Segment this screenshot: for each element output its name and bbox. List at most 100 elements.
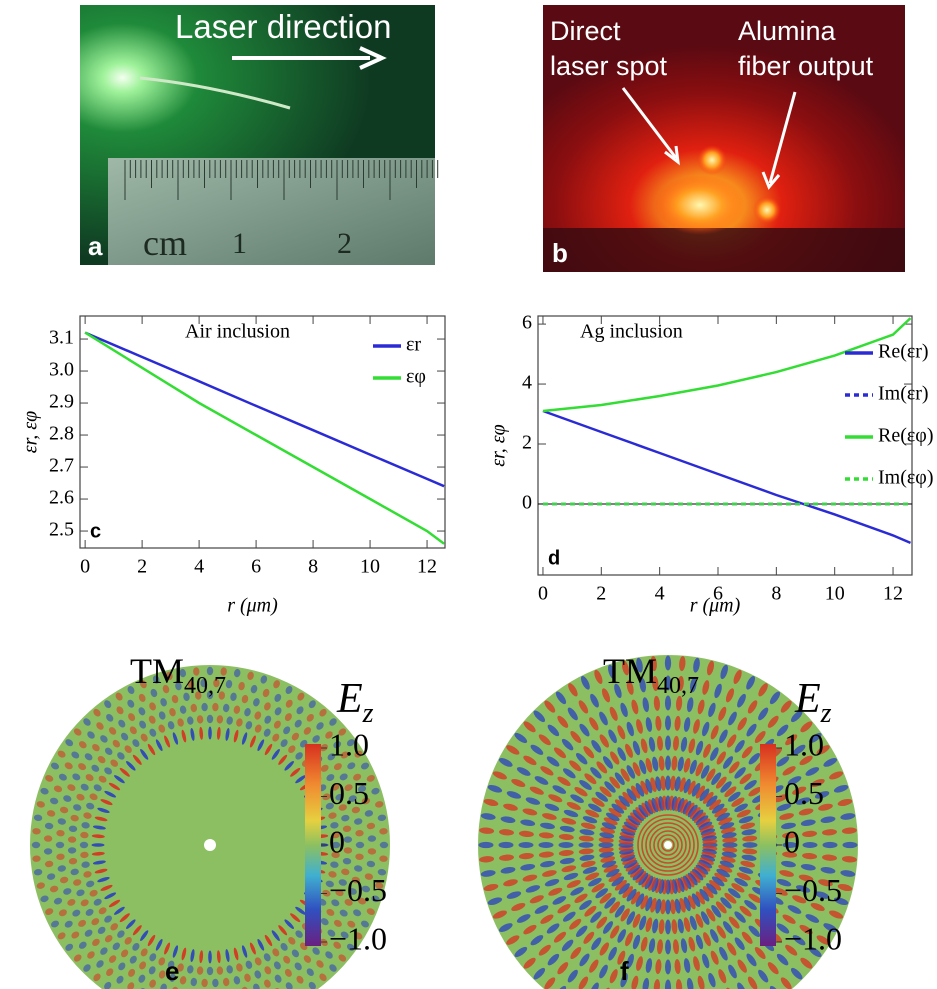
field-pattern: [746, 723, 757, 737]
field-pattern: [353, 773, 362, 781]
field-pattern: [640, 895, 649, 910]
field-pattern: [104, 747, 113, 755]
field-pattern: [247, 671, 254, 680]
field-pattern: [639, 759, 647, 775]
colorbar-label-sub: z: [820, 698, 832, 729]
field-pattern: [610, 925, 620, 939]
field-pattern: [92, 860, 106, 865]
field-pattern: [561, 939, 574, 952]
field-pattern: [608, 729, 617, 744]
field-pattern: [700, 828, 716, 836]
field-pattern: [366, 775, 375, 782]
field-pattern: [714, 807, 728, 818]
field-pattern: [80, 851, 89, 859]
field-pattern: [611, 803, 625, 814]
field-pattern: [487, 897, 503, 905]
field-pattern: [544, 977, 556, 989]
field-pattern: [829, 771, 844, 780]
field-pattern: [650, 777, 657, 793]
field-pattern: [546, 923, 560, 934]
field-pattern: [244, 708, 251, 717]
field-pattern: [262, 688, 270, 698]
field-pattern: [164, 942, 171, 955]
y-tick-label: 6: [522, 312, 532, 334]
field-pattern: [115, 692, 123, 701]
field-pattern: [140, 680, 147, 689]
field-pattern: [714, 683, 722, 699]
field-pattern: [641, 818, 695, 872]
plot-frame: [537, 315, 913, 576]
colorbar-tick-label: 0: [784, 823, 800, 859]
field-pattern: [626, 788, 637, 802]
field-pattern: [640, 738, 648, 754]
field-pattern: [702, 721, 710, 737]
field-pattern: [87, 951, 95, 959]
field-pattern: [782, 842, 798, 848]
field-pattern: [348, 795, 357, 802]
field-pattern: [660, 899, 667, 915]
field-pattern: [59, 876, 69, 884]
field-pattern: [687, 804, 698, 818]
field-pattern: [655, 776, 662, 792]
field-pattern: [155, 739, 163, 752]
field-pattern: [364, 873, 374, 880]
field-pattern: [58, 909, 67, 917]
field-pattern: [758, 969, 769, 983]
field-pattern: [721, 851, 737, 858]
colorbar-tick-label: 0: [329, 823, 345, 859]
field-pattern: [534, 776, 549, 785]
field-pattern: [664, 695, 672, 711]
field-pattern: [782, 766, 796, 776]
field-pattern: [129, 726, 137, 735]
field-pattern: [119, 767, 130, 777]
field-pattern: [187, 716, 194, 725]
field-pattern: [181, 729, 187, 743]
field-pattern: [483, 883, 499, 892]
field-pattern: [642, 697, 650, 713]
field-pattern: [58, 773, 67, 781]
field-pattern: [520, 819, 536, 827]
field-pattern: [100, 947, 108, 955]
field-pattern: [139, 961, 147, 970]
field-pattern: [257, 938, 265, 951]
field-pattern: [326, 908, 335, 916]
field-pattern: [611, 876, 625, 887]
field-pattern: [641, 874, 651, 888]
field-pattern: [798, 874, 814, 882]
field-pattern: [36, 882, 45, 889]
field-pattern: [63, 888, 72, 895]
y-tick-label: 2.5: [49, 519, 74, 541]
field-pattern: [225, 727, 230, 741]
field-pattern: [272, 733, 280, 742]
field-pattern: [584, 905, 597, 917]
field-pattern: [737, 982, 746, 989]
field-pattern: [344, 784, 353, 791]
field-pattern: [744, 899, 757, 911]
field-pattern: [506, 891, 522, 899]
x-tick-label: 4: [655, 583, 665, 605]
x-tick-label: 2: [137, 556, 147, 578]
field-pattern: [338, 804, 347, 811]
field-pattern: [599, 964, 608, 979]
field-pattern: [719, 946, 728, 961]
field-pattern: [639, 677, 646, 693]
field-pattern: [89, 793, 98, 801]
field-pattern: [674, 959, 681, 975]
field-pattern: [523, 924, 537, 935]
field-pattern: [802, 841, 818, 849]
field-pattern: [147, 934, 156, 947]
panel-label: f: [620, 956, 629, 986]
field-pattern: [500, 867, 516, 874]
field-pattern: [366, 822, 376, 830]
field-pattern: [206, 690, 214, 700]
field-pattern: [569, 918, 582, 930]
field-pattern: [331, 851, 340, 859]
field-pattern: [718, 864, 733, 873]
field-pattern: [640, 780, 649, 795]
field-pattern: [671, 755, 678, 771]
field-pattern: [59, 806, 69, 814]
field-pattern: [590, 911, 602, 923]
field-pattern: [208, 726, 212, 740]
field-pattern: [720, 827, 736, 834]
field-pattern: [271, 930, 280, 941]
